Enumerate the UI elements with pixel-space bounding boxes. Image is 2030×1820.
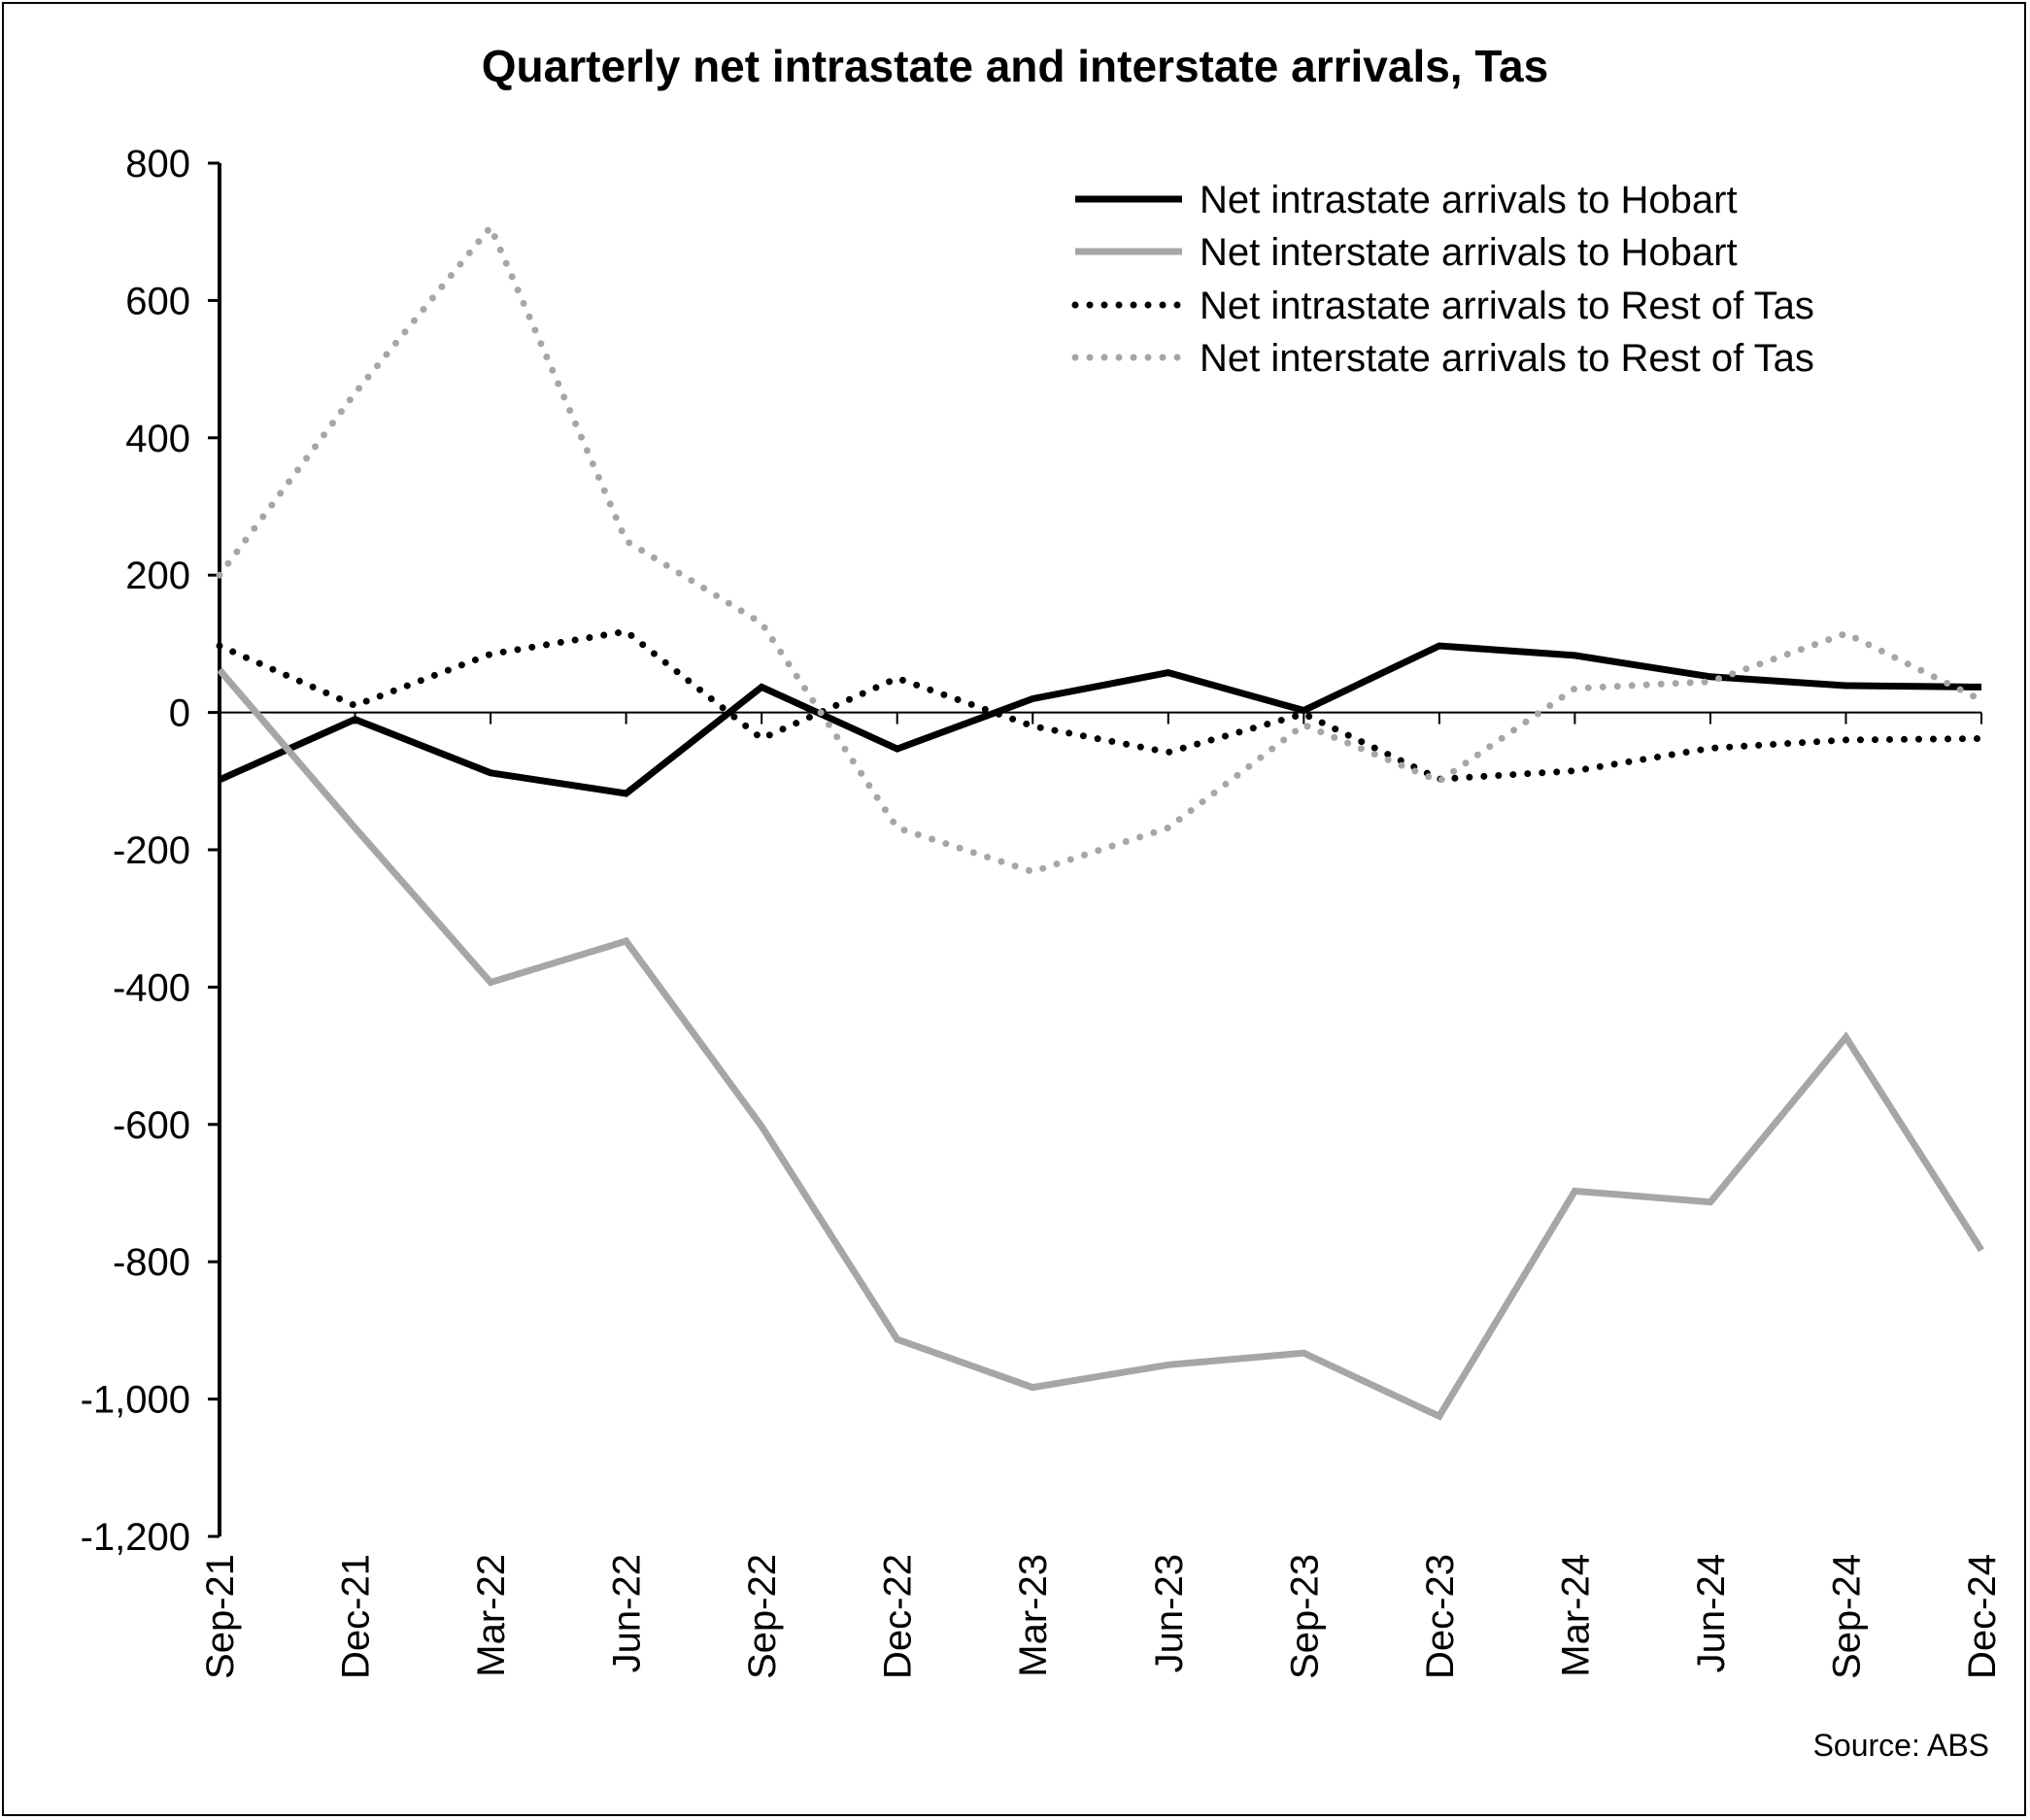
x-tick-label: Mar-23 — [1012, 1554, 1055, 1677]
legend-label-4: Net interstate arrivals to Rest of Tas — [1200, 337, 1814, 380]
x-tick-label: Mar-22 — [470, 1554, 513, 1677]
legend-label-2: Net interstate arrivals to Hobart — [1200, 231, 1738, 274]
legend-label-3: Net intrastate arrivals to Rest of Tas — [1200, 285, 1814, 327]
legend: Net intrastate arrivals to Hobart Net int… — [1071, 179, 1814, 380]
y-tick-label: 0 — [169, 692, 190, 735]
y-tick-label: -200 — [113, 829, 190, 872]
y-tick-label: -800 — [113, 1241, 190, 1284]
x-tick-label: Jun-23 — [1148, 1554, 1191, 1672]
source-note: Source: ABS — [1813, 1728, 1989, 1763]
y-tick-label: -1,200 — [81, 1516, 190, 1559]
axes: 800 600 400 200 0 -200 -400 -600 -800 -1,000 -1,20… — [81, 143, 2004, 1679]
x-tick-label: Dec-24 — [1961, 1554, 2004, 1679]
series-line-3 — [216, 627, 1985, 783]
legend-label-1: Net intrastate arrivals to Hobart — [1200, 179, 1738, 221]
y-tick-label: -600 — [113, 1104, 190, 1147]
chart-title: Quarterly net intrastate and interstate … — [482, 41, 1548, 91]
series-line-4 — [216, 220, 1985, 876]
x-tick-label: Sep-22 — [741, 1554, 784, 1679]
x-tick-label: Mar-24 — [1554, 1554, 1597, 1677]
y-tick-label: -400 — [113, 966, 190, 1009]
x-tick-label: Dec-23 — [1419, 1554, 1462, 1679]
series-line-2 — [217, 667, 1984, 1421]
y-tick-label: 200 — [125, 555, 190, 597]
y-tick-label: 600 — [125, 280, 190, 322]
x-tick-label: Sep-23 — [1283, 1554, 1326, 1679]
x-tick-label: Sep-24 — [1825, 1554, 1868, 1679]
x-tick-label: Dec-21 — [335, 1554, 378, 1679]
series-layer — [216, 220, 1985, 1421]
x-tick-label: Jun-24 — [1690, 1554, 1733, 1672]
series-line-1 — [218, 642, 1982, 797]
x-tick-label: Jun-22 — [606, 1554, 649, 1672]
x-tick-label: Sep-21 — [199, 1554, 242, 1679]
y-tick-label: 800 — [125, 143, 190, 185]
y-tick-label: 400 — [125, 418, 190, 460]
x-tick-label: Dec-22 — [877, 1554, 920, 1679]
y-tick-label: -1,000 — [81, 1379, 190, 1422]
